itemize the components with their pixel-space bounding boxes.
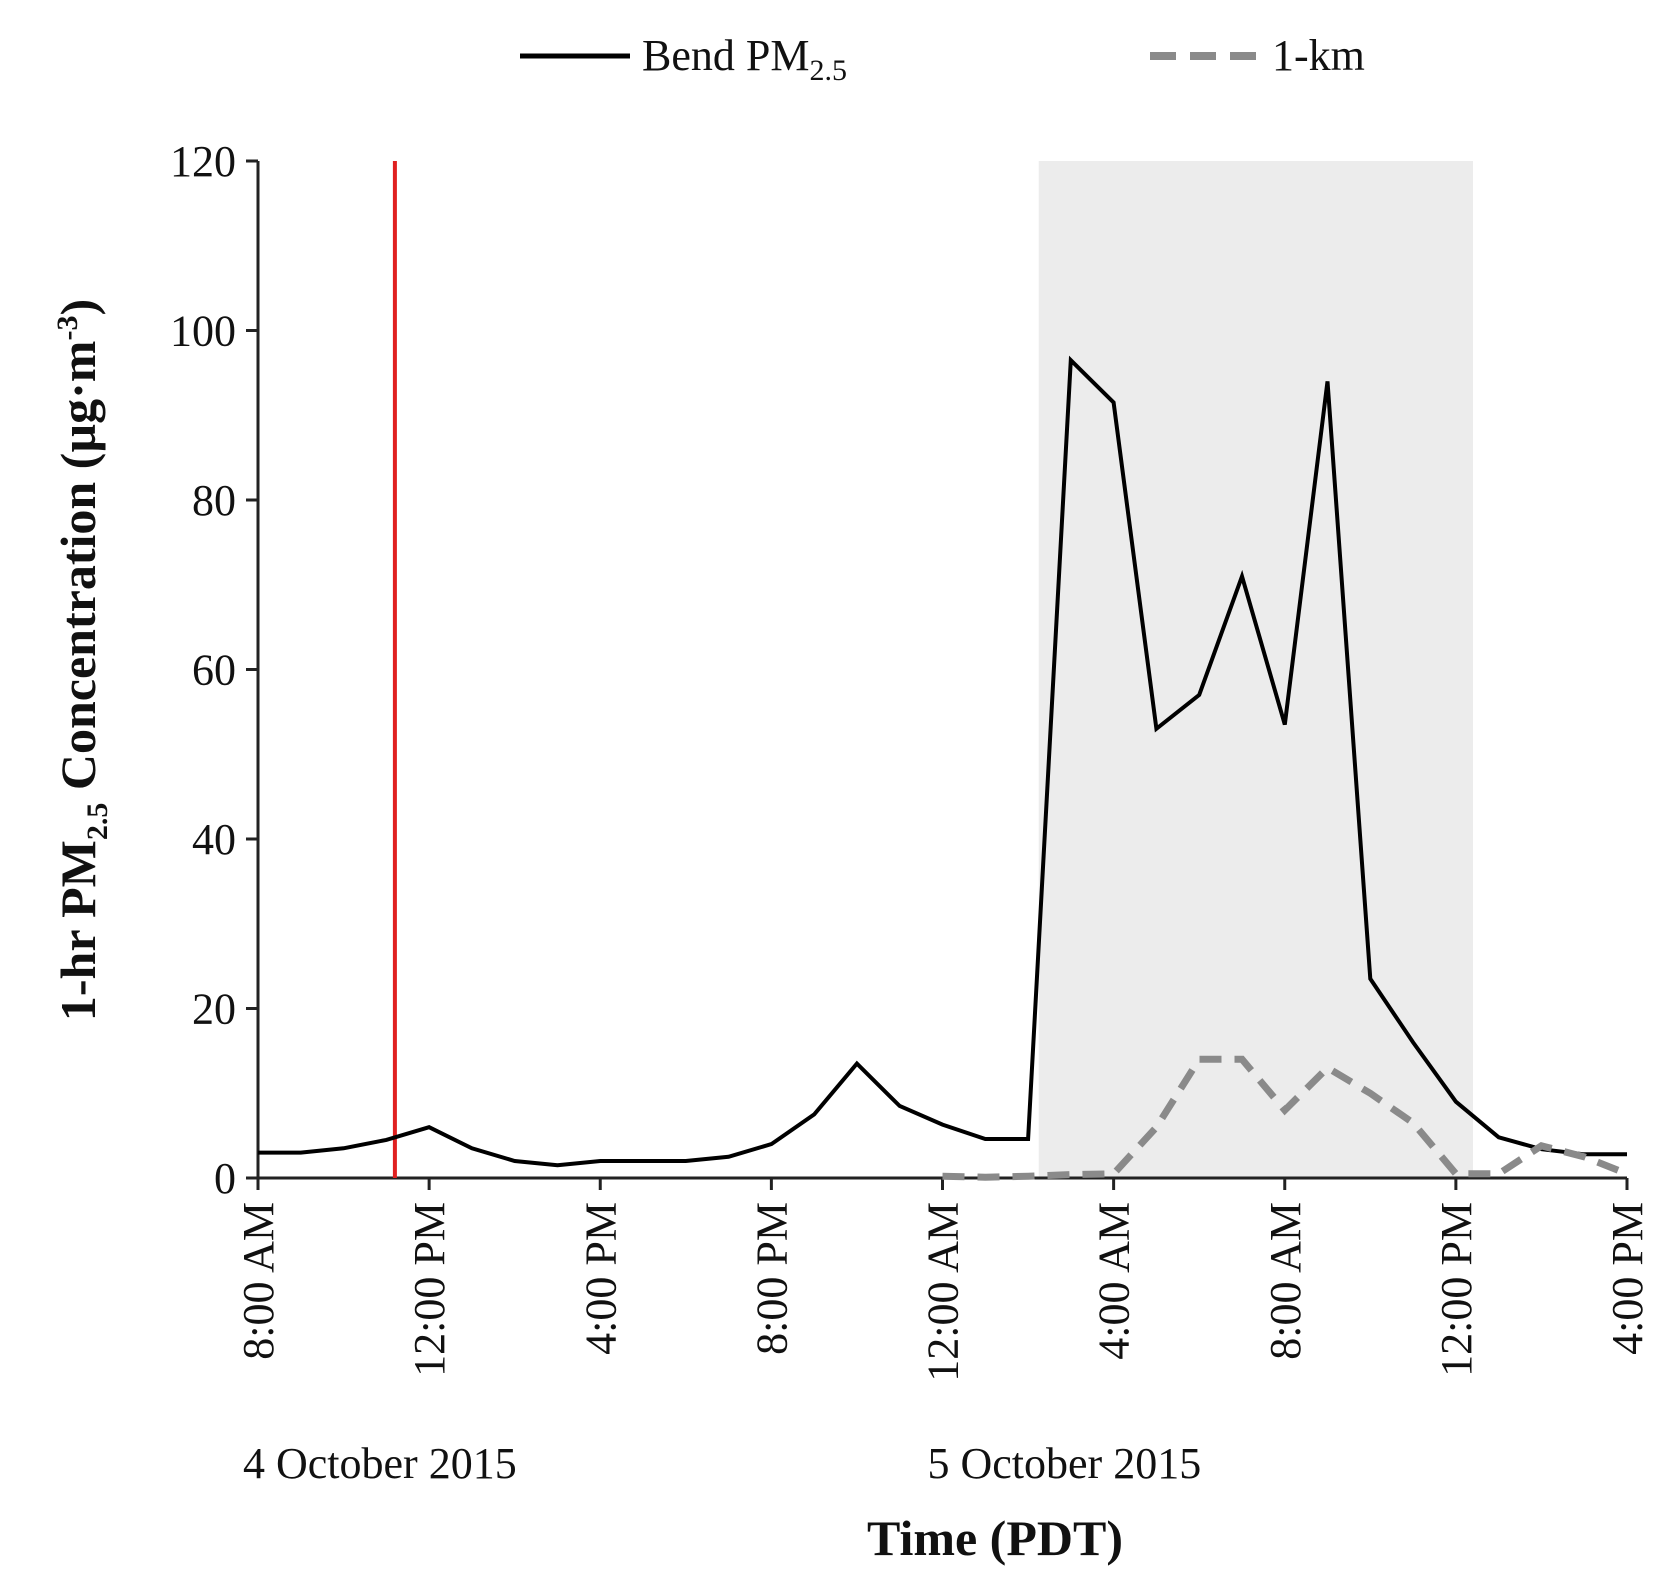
- y-tick-label: 0: [214, 1154, 236, 1203]
- legend-label-1km: 1-km: [1272, 31, 1365, 80]
- x-tick-label: 8:00 AM: [1261, 1202, 1310, 1360]
- series-line-1km: [942, 1055, 1629, 1181]
- y-tick-label: 80: [192, 476, 236, 525]
- x-tick-label: 12:00 AM: [919, 1202, 968, 1382]
- y-tick-label: 60: [192, 646, 236, 695]
- y-tick-label: 40: [192, 815, 236, 864]
- x-tick-label: 4:00 PM: [1603, 1202, 1652, 1355]
- date-labels: 4 October 2015 5 October 2015: [243, 1439, 1201, 1488]
- y-tick-label: 100: [170, 307, 236, 356]
- shaded-smoke-period: [1038, 161, 1473, 1178]
- x-tick-label: 8:00 AM: [234, 1202, 283, 1360]
- x-tick-label: 4:00 AM: [1090, 1202, 1139, 1360]
- x-tick-label: 12:00 PM: [1432, 1202, 1481, 1377]
- y-tick-label: 120: [170, 137, 236, 186]
- y-tick-label: 20: [192, 985, 236, 1034]
- y-axis-title: 1-hr PM2.5 Concentration (µg·m-3): [50, 299, 114, 1021]
- date-label: 5 October 2015: [928, 1439, 1202, 1488]
- x-axis-title: Time (PDT): [867, 1510, 1123, 1566]
- legend-label-bend-pm25: Bend PM2.5: [642, 31, 847, 87]
- y-axis-ticks: 0 20 40 60 80 100 120: [170, 137, 258, 1203]
- x-tick-label: 8:00 PM: [747, 1202, 796, 1355]
- x-tick-label: 12:00 PM: [405, 1202, 454, 1377]
- series-line-bend-pm25: [258, 355, 1627, 1168]
- date-label: 4 October 2015: [243, 1439, 517, 1488]
- series: [258, 355, 1629, 1181]
- x-axis-ticks: 8:00 AM 12:00 PM 4:00 PM 8:00 PM 12:00 AM 4:0…: [234, 1178, 1652, 1382]
- x-tick-label: 4:00 PM: [576, 1202, 625, 1355]
- legend: Bend PM2.5 1-km: [520, 31, 1365, 87]
